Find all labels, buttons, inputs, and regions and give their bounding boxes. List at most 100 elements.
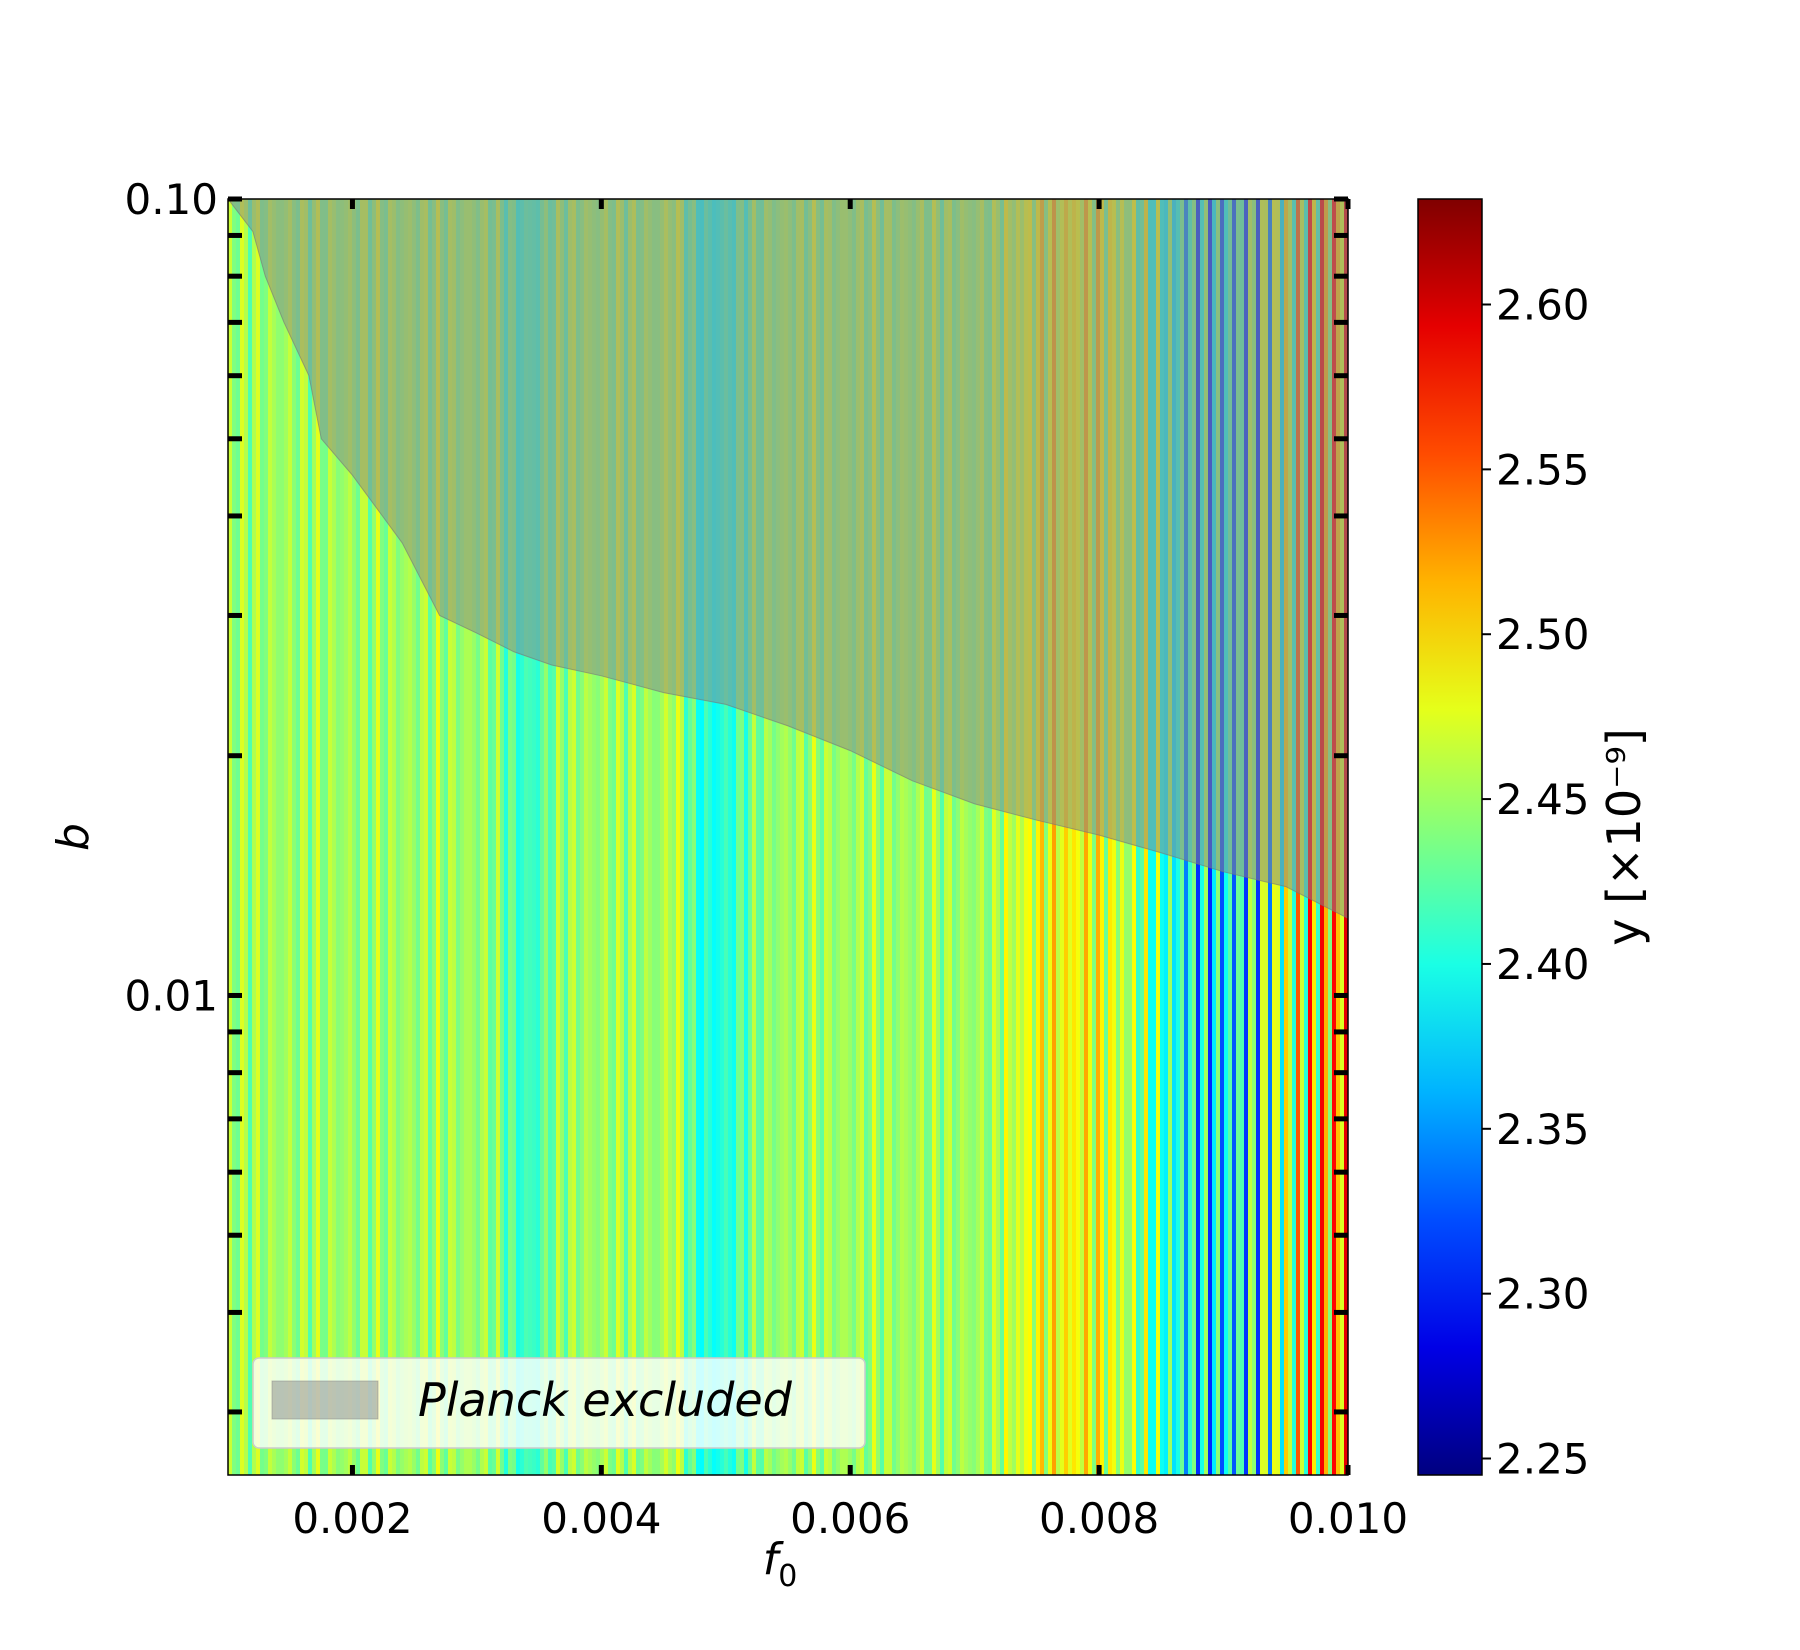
heatmap-stripe — [736, 199, 741, 1475]
heatmap-stripe — [344, 199, 349, 1475]
colorbar-tick-label: 2.40 — [1496, 940, 1590, 989]
heatmap-stripe — [748, 199, 753, 1475]
heatmap-stripe — [796, 199, 801, 1475]
heatmap-stripe — [788, 199, 793, 1475]
heatmap-stripe — [228, 199, 233, 1475]
heatmap-stripe — [660, 199, 665, 1475]
heatmap-stripe — [828, 199, 833, 1475]
heatmap-stripe — [948, 199, 953, 1475]
heatmap-stripe — [1084, 199, 1089, 1475]
heatmap-stripe — [436, 199, 441, 1475]
heatmap-stripe — [940, 199, 945, 1475]
heatmap-stripe — [1032, 199, 1037, 1475]
x-tick-label: 0.008 — [1039, 1494, 1159, 1543]
heatmap-stripe — [252, 199, 257, 1475]
heatmap-stripe — [752, 199, 757, 1475]
heatmap-stripe — [740, 199, 745, 1475]
heatmap-stripe — [944, 199, 949, 1475]
heatmap-stripe — [280, 199, 285, 1475]
heatmap-stripe — [1076, 199, 1081, 1475]
heatmap-stripe — [552, 199, 557, 1475]
heatmap-stripe — [892, 199, 897, 1475]
heatmap-stripe — [744, 199, 749, 1475]
heatmap-stripe — [732, 199, 737, 1475]
heatmap-stripe — [792, 199, 797, 1475]
x-tick-labels: 0.002 0.004 0.006 0.008 0.010 — [292, 1494, 1408, 1543]
heatmap-stripe — [836, 199, 841, 1475]
heatmap-stripe — [696, 199, 701, 1475]
heatmap-stripe — [292, 199, 297, 1475]
heatmap-stripe — [316, 199, 321, 1475]
heatmap-stripe — [1052, 199, 1057, 1475]
heatmap-stripe — [1004, 199, 1009, 1475]
heatmap-stripe — [384, 199, 389, 1475]
heatmap-stripe — [320, 199, 325, 1475]
heatmap-stripe — [1012, 199, 1017, 1475]
heatmap-stripe — [1016, 199, 1021, 1475]
heatmap-stripe — [868, 199, 873, 1475]
heatmap-stripe — [648, 199, 653, 1475]
planck-excluded-region — [228, 199, 1348, 919]
heatmap-stripe — [972, 199, 977, 1475]
x-tick-label: 0.002 — [292, 1494, 412, 1543]
heatmap-stripe — [524, 199, 529, 1475]
heatmap-stripe — [372, 199, 377, 1475]
heatmap-stripe — [560, 199, 565, 1475]
heatmap-stripe — [496, 199, 501, 1475]
heatmap-stripe — [272, 199, 277, 1475]
colorbar-tick-label: 2.45 — [1496, 775, 1590, 824]
heatmap-stripe — [768, 199, 773, 1475]
heatmap-stripe — [480, 199, 485, 1475]
heatmap-stripe — [772, 199, 777, 1475]
heatmap-stripe — [756, 199, 761, 1475]
heatmap-stripe — [860, 199, 865, 1475]
heatmap-stripe — [520, 199, 525, 1475]
heatmap-stripe — [284, 199, 289, 1475]
heatmap-stripe — [544, 199, 549, 1475]
heatmap-stripe — [536, 199, 541, 1475]
colorbar-tick-label: 2.25 — [1496, 1435, 1590, 1484]
legend: Planck excluded — [252, 1357, 866, 1449]
heatmap-stripe — [360, 199, 365, 1475]
heatmap-stripe — [368, 199, 373, 1475]
heatmap-stripe — [500, 199, 505, 1475]
heatmap-stripe — [256, 199, 261, 1475]
heatmap-stripe — [988, 199, 993, 1475]
excluded-layer — [228, 199, 1348, 919]
heatmap-stripe — [688, 199, 693, 1475]
heatmap-stripe — [672, 199, 677, 1475]
heatmap-stripe — [840, 199, 845, 1475]
heatmap-stripe — [568, 199, 573, 1475]
heatmap-stripe — [764, 199, 769, 1475]
heatmap-stripe — [352, 199, 357, 1475]
heatmap-stripe — [692, 199, 697, 1475]
heatmap-stripe — [804, 199, 809, 1475]
heatmap-stripe — [420, 199, 425, 1475]
heatmap-stripe — [624, 199, 629, 1475]
heatmap-stripe — [476, 199, 481, 1475]
heatmap-stripe — [1020, 199, 1025, 1475]
heatmap-stripe — [632, 199, 637, 1475]
colorbar — [1417, 198, 1483, 1476]
heatmap-stripe — [484, 199, 489, 1475]
heatmap-stripe — [656, 199, 661, 1475]
heatmap-stripe — [376, 199, 381, 1475]
y-axis-label: b — [48, 823, 99, 851]
heatmap-stripe — [664, 199, 669, 1475]
heatmap-stripe — [872, 199, 877, 1475]
heatmap-stripe — [856, 199, 861, 1475]
heatmap-stripe — [400, 199, 405, 1475]
heatmap-stripe — [812, 199, 817, 1475]
colorbar-ticks: 2.25 2.30 2.35 2.40 2.45 2.50 2.55 2.60 — [1482, 281, 1590, 1484]
heatmap-stripe — [448, 199, 453, 1475]
heatmap-stripe — [1072, 199, 1077, 1475]
heatmap-stripe — [492, 199, 497, 1475]
heatmap-stripe — [724, 199, 729, 1475]
heatmap-stripe — [308, 199, 313, 1475]
heatmap-stripe — [800, 199, 805, 1475]
heatmap-stripe — [324, 199, 329, 1475]
heatmap-stripe — [516, 199, 521, 1475]
y-tick-labels: 0.01 0.10 — [124, 175, 218, 1020]
heatmap-stripe — [848, 199, 853, 1475]
heatmap-stripe — [444, 199, 449, 1475]
